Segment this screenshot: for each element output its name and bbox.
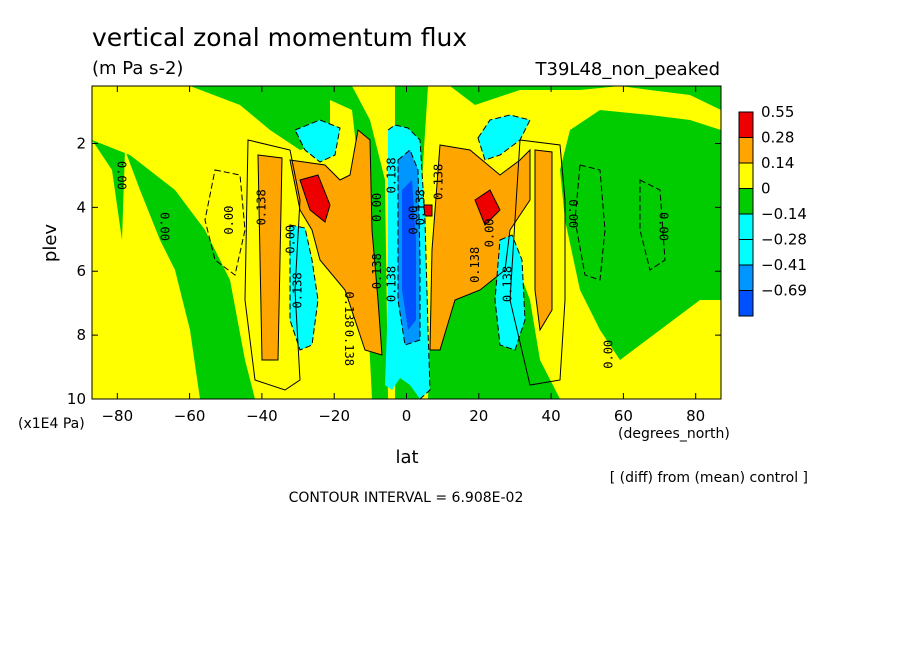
colorbar: 0.55 0.28 0.14 0 −0.14 −0.28 −0.41 −0.69: [738, 103, 807, 317]
run-label: T39L48_non_peaked: [535, 59, 720, 80]
contour-labels: 0.000.00 0.00 0.1380.000.1380.1380.1380.13…: [114, 157, 670, 368]
field-blue-equator: [402, 180, 416, 330]
contour-label: 0.138: [468, 247, 482, 283]
y-tick-label: 2: [76, 134, 86, 152]
contour-lines: [244, 129, 566, 391]
contour-label: 0.138: [385, 266, 399, 302]
x-tick-label: −80: [101, 407, 133, 425]
contour-label: 0.00: [566, 199, 580, 228]
field-yellow-nh: [420, 86, 721, 399]
field-yellow-far-sh: [92, 140, 200, 399]
contour-label: 0.00: [602, 340, 616, 369]
y-tick-label: 4: [76, 198, 86, 216]
x-tick-label: 80: [686, 407, 705, 425]
contour-dash-3: [289, 224, 319, 351]
x-tick-label: 0: [402, 407, 412, 425]
contour-label: 0.00: [406, 206, 420, 235]
colorbar-swatch: [738, 137, 754, 164]
colorbar-label: −0.14: [761, 205, 807, 223]
contour-label: 0.00: [657, 212, 671, 241]
y-axis-title: plev: [40, 224, 61, 263]
colorbar-label: −0.28: [761, 231, 807, 249]
y-tick-label: 10: [67, 390, 86, 408]
x-tick-label: −40: [246, 407, 278, 425]
contour-line-nh-3: [509, 139, 566, 386]
field-red-nh-2: [474, 189, 501, 226]
contour-dash-6: [397, 149, 421, 346]
contour-label: 0.138: [342, 292, 356, 328]
x-unit-label: (degrees_north): [618, 426, 730, 442]
contour-line-sh-3: [244, 139, 301, 391]
contour-dash-9: [639, 179, 666, 271]
field-cyan-top-sh: [295, 120, 340, 162]
contour-line-nh-1: [429, 144, 531, 351]
colorbar-label: 0.28: [761, 129, 794, 147]
x-axis-title: lat: [395, 447, 418, 468]
diff-note: [ (diff) from (mean) control ]: [610, 470, 808, 486]
x-tick-label: −60: [174, 407, 206, 425]
x-tick-label: −20: [318, 407, 350, 425]
contour-label: 0.00: [482, 218, 496, 247]
contour-label: 0.00: [114, 161, 128, 190]
contour-label: 0.138: [370, 253, 384, 289]
contour-line-nh-2: [534, 149, 553, 332]
x-tick-label: 60: [614, 407, 633, 425]
field-orange-sh-outer: [258, 155, 282, 360]
contour-label: 0.138: [385, 157, 399, 193]
x-tick-label: 40: [542, 407, 561, 425]
chart-title: vertical zonal momentum flux: [92, 23, 467, 52]
contour-label: 0.00: [222, 206, 236, 235]
contour-label: 0.138: [500, 266, 514, 302]
y-tick-label: 6: [76, 262, 86, 280]
contour-dash-7: [204, 169, 246, 276]
colorbar-swatch: [738, 213, 754, 240]
y-axis: 2 4 6 8 10: [67, 134, 721, 408]
colorbar-swatch: [738, 239, 754, 266]
contour-line-sh-1: [257, 154, 283, 361]
chart-units: (m Pa s-2): [92, 58, 183, 79]
colorbar-label: 0: [761, 180, 771, 198]
contour-dash-8: [574, 164, 606, 281]
blue-regions: [398, 150, 420, 345]
contour-label: 0.138: [342, 330, 356, 366]
dashed-contour-lines: [204, 114, 666, 399]
colorbar-swatch: [738, 188, 754, 215]
contour-label: 0.138: [432, 164, 446, 200]
contour-label: 0.00: [158, 212, 172, 241]
contour-dash-1: [294, 119, 341, 163]
contour-dash-4: [494, 234, 526, 351]
plot-area: 0.000.00 0.00 0.1380.000.1380.1380.1380.13…: [92, 86, 721, 399]
colorbar-label: −0.41: [761, 256, 807, 274]
x-tick-label: 20: [469, 407, 488, 425]
contour-label: 0.138: [291, 272, 305, 308]
field-orange-nh-outer: [535, 150, 552, 330]
y-unit-label: (x1E4 Pa): [18, 416, 85, 432]
contour-label: 0.138: [414, 189, 428, 225]
y-tick-label: 8: [76, 326, 86, 344]
contour-line-sh-2: [289, 129, 383, 356]
contour-label: 0.00: [283, 225, 297, 254]
contour-interval: CONTOUR INTERVAL = 6.908E-02: [289, 490, 524, 506]
colorbar-label: −0.69: [761, 282, 807, 300]
field-yellow-equator-sh: [352, 86, 398, 399]
colorbar-label: 0.14: [761, 154, 794, 172]
colorbar-swatch: [738, 162, 754, 189]
x-axis: −80 −60 −40 −20 0 20 40 60 80: [101, 86, 705, 425]
contour-dash-2: [477, 114, 531, 161]
contour-label: 0.138: [255, 189, 269, 225]
field-red-sh: [299, 174, 331, 223]
colorbar-label: 0.55: [761, 103, 794, 121]
colorbar-swatch: [738, 290, 754, 317]
field-cyan-top-nh: [478, 115, 530, 160]
contour-dash-5: [387, 124, 431, 399]
contour-label: 0.00: [370, 193, 384, 222]
colorbar-swatch: [738, 111, 754, 138]
colorbar-swatch: [738, 264, 754, 291]
field-orange-nh-main: [430, 145, 530, 350]
